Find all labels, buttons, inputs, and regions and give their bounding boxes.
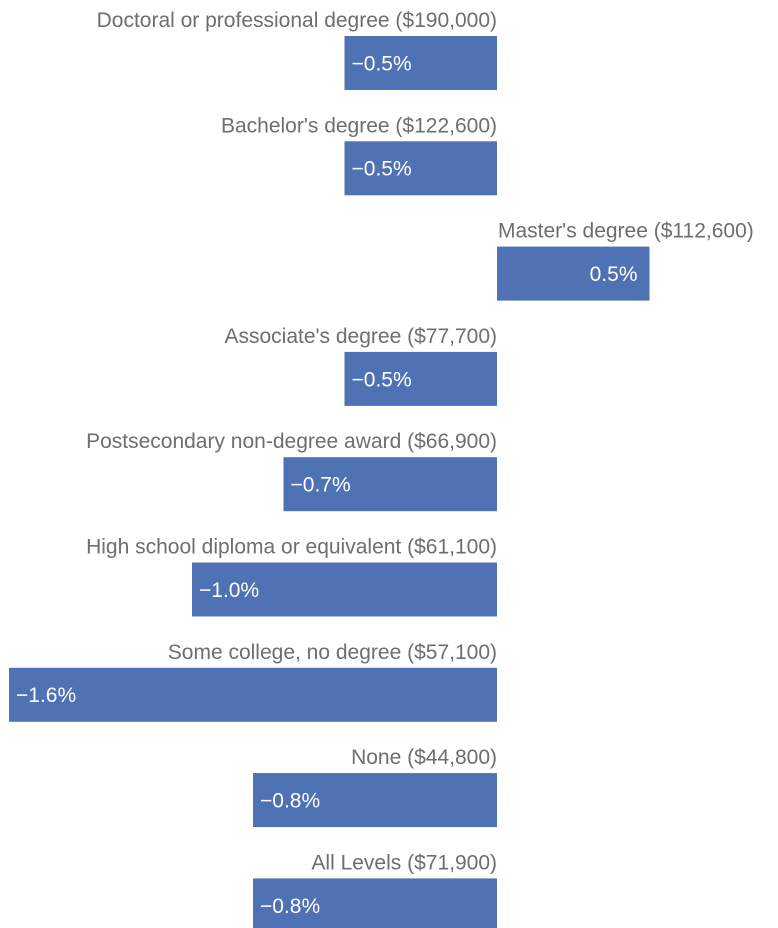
bar [283,457,497,512]
data-label: 0.5% [590,263,638,286]
bar [344,36,497,90]
bar [344,351,497,406]
category-label: Master's degree ($112,600) [498,220,754,243]
data-label: −0.8% [260,895,320,918]
bar [344,141,497,196]
data-label: −0.5% [352,158,412,181]
category-label: Bachelor's degree ($122,600) [221,114,497,137]
category-label: High school diploma or equivalent ($61,1… [86,536,497,559]
data-label: −1.6% [16,684,76,707]
category-label: Associate's degree ($77,700) [224,325,497,348]
data-label: −0.5% [352,368,412,391]
category-label: Some college, no degree ($57,100) [168,641,497,664]
category-label: Postsecondary non-degree award ($66,900) [86,430,497,453]
bar [253,773,497,828]
bar [497,246,650,301]
bar [253,878,497,928]
category-label: None ($44,800) [351,746,497,769]
data-label: −1.0% [199,579,259,602]
category-label: All Levels ($71,900) [311,851,497,874]
data-label: −0.7% [291,474,351,497]
data-label: −0.5% [352,52,412,75]
data-label: −0.8% [260,790,320,813]
bar [9,667,497,722]
category-label: Doctoral or professional degree ($190,00… [97,9,497,32]
bar [192,562,497,617]
